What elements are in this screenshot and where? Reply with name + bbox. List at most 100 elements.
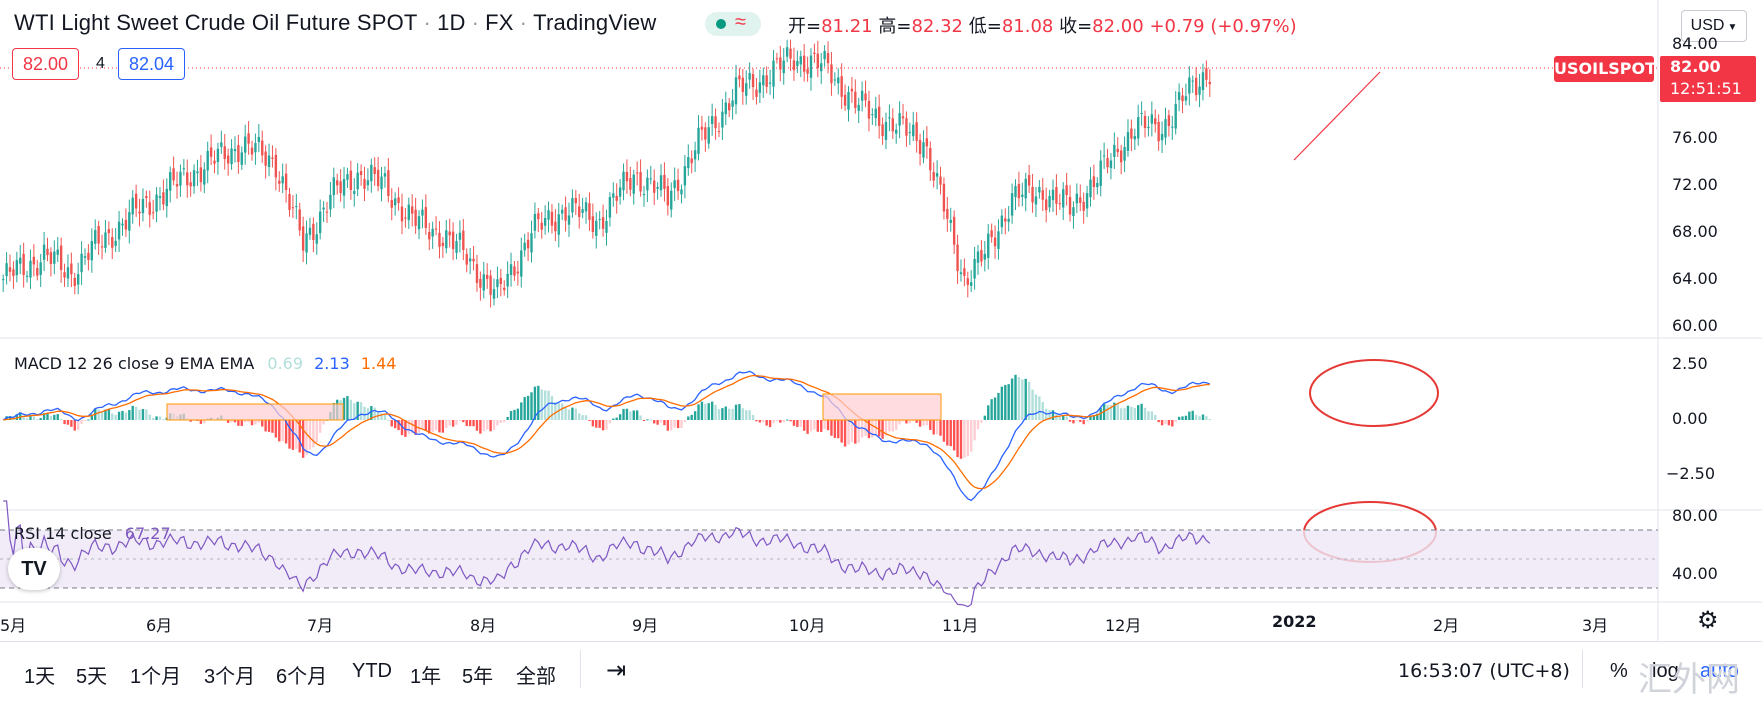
go-to-date-icon[interactable]: ⇥ bbox=[606, 657, 627, 684]
macd-hist-bar bbox=[19, 412, 22, 420]
price-tick: 76.00 bbox=[1672, 128, 1718, 147]
macd-hist-bar bbox=[363, 406, 366, 420]
macd-hist-bar bbox=[1051, 410, 1055, 420]
macd-histogram-layer bbox=[5, 374, 1211, 459]
macd-hist-bar bbox=[1201, 414, 1205, 420]
macd-hist-bar bbox=[66, 420, 70, 425]
candle-body bbox=[73, 278, 76, 286]
macd-hist-bar bbox=[901, 420, 905, 422]
macd-hist-bar bbox=[46, 413, 49, 420]
candle-body bbox=[813, 52, 816, 55]
macd-hist-bar bbox=[100, 411, 104, 420]
macd-hist-bar bbox=[666, 420, 670, 431]
macd-hist-bar bbox=[567, 409, 571, 420]
candle-body bbox=[250, 147, 254, 155]
macd-hist-bar bbox=[128, 410, 131, 420]
candle-body bbox=[90, 241, 94, 261]
timeframe-3m[interactable]: 3个月 bbox=[204, 666, 256, 688]
timeframe-1m[interactable]: 1个月 bbox=[130, 666, 182, 688]
macd-hist-bar bbox=[612, 418, 615, 420]
buy-button[interactable]: 82.04 bbox=[118, 48, 186, 80]
macd-hist-bar bbox=[762, 420, 765, 423]
candle-body bbox=[635, 172, 639, 174]
candle-body bbox=[49, 252, 53, 265]
macd-hist-bar bbox=[526, 395, 530, 420]
macd-hist-bar bbox=[717, 409, 721, 420]
macd-hist-bar bbox=[261, 420, 264, 427]
macd-hist-bar bbox=[1191, 410, 1194, 420]
current-price: 82.00 bbox=[1670, 57, 1721, 76]
timeframe-5d[interactable]: 5天 bbox=[76, 666, 108, 688]
candle-body bbox=[571, 197, 574, 213]
candle-body bbox=[905, 118, 908, 136]
candle-body bbox=[1140, 112, 1143, 114]
macd-hist-bar bbox=[540, 389, 543, 420]
candle-body bbox=[104, 232, 107, 248]
auto-scale-toggle[interactable]: auto bbox=[1700, 660, 1739, 682]
candle-body bbox=[5, 263, 8, 277]
candle-body bbox=[1024, 178, 1027, 199]
tradingview-logo[interactable]: TV bbox=[8, 548, 60, 590]
rsi-legend[interactable]: RSI 14 close 67.27 bbox=[14, 524, 171, 543]
sell-button[interactable]: 82.00 bbox=[12, 48, 80, 80]
candle-body bbox=[591, 216, 595, 233]
candle-body bbox=[206, 150, 209, 171]
macd-hist-bar bbox=[29, 416, 32, 420]
candle-body bbox=[956, 244, 959, 272]
candle-body bbox=[94, 230, 97, 244]
candle-body bbox=[816, 53, 820, 69]
log-scale-toggle[interactable]: log bbox=[1652, 660, 1679, 682]
macd-legend[interactable]: MACD 12 26 close 9 EMA EMA 0.69 2.13 1.4… bbox=[14, 354, 396, 373]
macd-hist-bar bbox=[1027, 381, 1031, 420]
candle-body bbox=[434, 228, 438, 230]
candle-body bbox=[779, 57, 782, 70]
timeframe-ytd[interactable]: YTD bbox=[352, 660, 392, 682]
currency-select[interactable]: USD ▼ bbox=[1681, 10, 1747, 42]
candle-body bbox=[758, 82, 762, 93]
macd-hist-bar bbox=[543, 390, 547, 420]
macd-hist-bar bbox=[615, 417, 618, 420]
timeframe-1y[interactable]: 1年 bbox=[410, 666, 442, 688]
candle-body bbox=[888, 117, 891, 119]
candle-body bbox=[76, 274, 80, 285]
candle-body bbox=[966, 278, 969, 285]
macd-hist-bar bbox=[867, 420, 871, 439]
time-tick: 8月 bbox=[470, 616, 497, 635]
macd-hist-bar bbox=[25, 418, 29, 420]
macd-hist-bar bbox=[635, 410, 639, 420]
macd-hist-bar bbox=[42, 413, 46, 420]
macd-hist-bar bbox=[908, 420, 912, 424]
candle-body bbox=[407, 204, 410, 221]
candle-body bbox=[128, 212, 131, 231]
interval-label[interactable]: 1D bbox=[437, 10, 466, 35]
time-tick: 10月 bbox=[789, 616, 826, 635]
macd-hist-bar bbox=[605, 420, 608, 430]
candle-body bbox=[36, 267, 39, 276]
macd-hist-bar bbox=[63, 420, 66, 425]
macd-hist-bar bbox=[966, 420, 969, 457]
percent-scale-toggle[interactable]: % bbox=[1610, 660, 1628, 682]
macd-hist-bar bbox=[854, 420, 857, 444]
timeframe-6m[interactable]: 6个月 bbox=[276, 666, 328, 688]
candle-body bbox=[857, 104, 860, 111]
time-tick: 11月 bbox=[942, 616, 979, 635]
macd-hist-bar bbox=[322, 420, 325, 425]
macd-hist-bar bbox=[987, 405, 990, 420]
macd-hist-bar bbox=[625, 408, 629, 420]
settings-gear-icon[interactable]: ⚙ bbox=[1697, 607, 1719, 634]
timeframe-5y[interactable]: 5年 bbox=[462, 666, 494, 688]
market-status-badge[interactable]: ≈ bbox=[705, 11, 761, 36]
candle-body bbox=[1126, 132, 1130, 151]
candle-body bbox=[1092, 176, 1096, 188]
chart-canvas[interactable] bbox=[0, 0, 1762, 641]
candle-body bbox=[189, 182, 192, 187]
macd-hist-bar bbox=[281, 420, 284, 442]
timeframe-all[interactable]: 全部 bbox=[516, 666, 556, 688]
clock-timezone[interactable]: 16:53:07 (UTC+8) bbox=[1398, 660, 1570, 682]
timeframe-1d[interactable]: 1天 bbox=[24, 666, 56, 688]
macd-hist-bar bbox=[959, 420, 963, 459]
macd-hist-bar bbox=[233, 420, 237, 423]
macd-hist-bar bbox=[472, 420, 475, 427]
macd-hist-bar bbox=[189, 420, 192, 422]
